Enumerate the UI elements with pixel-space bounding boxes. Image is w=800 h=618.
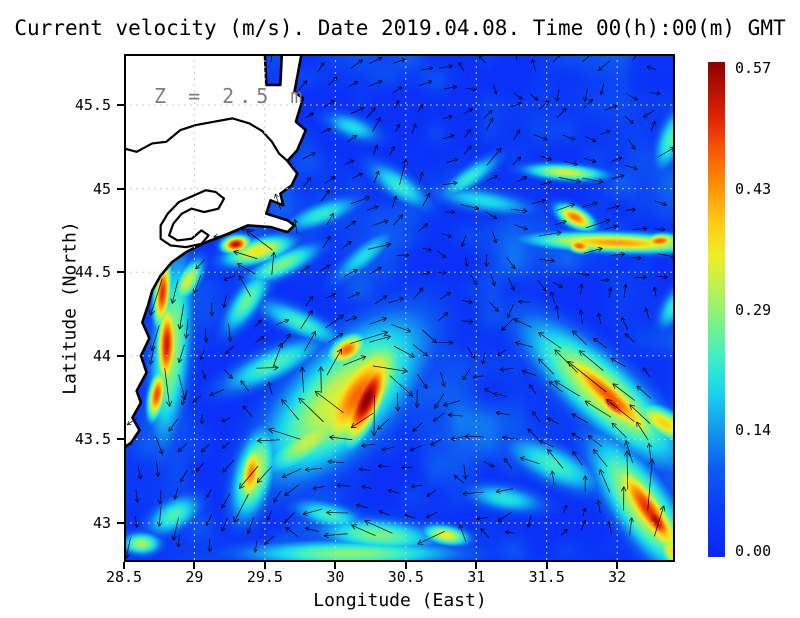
colorbar-tick-label: 0.43 [735, 179, 772, 198]
x-tick-label: 30 [326, 568, 345, 586]
x-tick-mark [123, 562, 125, 569]
y-tick-mark [117, 354, 124, 357]
colorbar: 0.57 0.43 0.29 0.14 0.00 [708, 59, 798, 560]
x-axis-ticks: 28.5 29 29.5 30 30.5 31 31.5 32 [106, 566, 675, 588]
y-tick-mark [117, 438, 124, 441]
x-tick-mark [263, 562, 266, 569]
y-tick-mark [117, 103, 124, 106]
x-tick-label: 30.5 [387, 568, 424, 586]
x-tick-mark [193, 562, 196, 569]
x-tick-mark [334, 562, 337, 569]
x-tick-label: 31.5 [528, 568, 565, 586]
map-plot: Z = 2.5 m [124, 54, 675, 562]
x-tick-mark [616, 562, 619, 569]
x-tick-label: 31 [467, 568, 486, 586]
x-tick-label: 29.5 [246, 568, 283, 586]
colorbar-tick-label: 0.14 [735, 421, 772, 440]
colorbar-tick-label: 0.29 [735, 300, 772, 319]
colorbar-tick-label: 0.57 [735, 59, 772, 77]
x-tick-mark [404, 562, 407, 569]
y-tick-label: 45.5 [74, 95, 111, 114]
x-tick-mark [475, 562, 478, 569]
map-canvas [124, 54, 675, 562]
y-tick-label: 43.5 [74, 430, 111, 449]
x-tick-label: 32 [608, 568, 627, 586]
x-axis-label: Longitude (East) [313, 590, 487, 611]
x-tick-label: 28.5 [105, 568, 143, 586]
x-tick-label: 29 [185, 568, 204, 586]
y-tick-label: 43 [92, 513, 111, 532]
plot-title: Current velocity (m/s). Date 2019.04.08.… [14, 16, 786, 40]
y-tick-label: 45 [92, 179, 111, 198]
y-tick-mark [117, 521, 124, 524]
colorbar-gradient [708, 62, 725, 557]
y-tick-mark [117, 271, 124, 274]
x-tick-mark [545, 562, 548, 569]
y-tick-mark [117, 187, 124, 190]
depth-annotation: Z = 2.5 m [154, 84, 308, 108]
y-tick-label: 44 [92, 346, 111, 365]
colorbar-tick-label: 0.00 [735, 542, 772, 560]
y-tick-label: 44.5 [74, 263, 111, 282]
y-axis-ticks: 45.5 45 44.5 44 43.5 43 [0, 54, 117, 562]
